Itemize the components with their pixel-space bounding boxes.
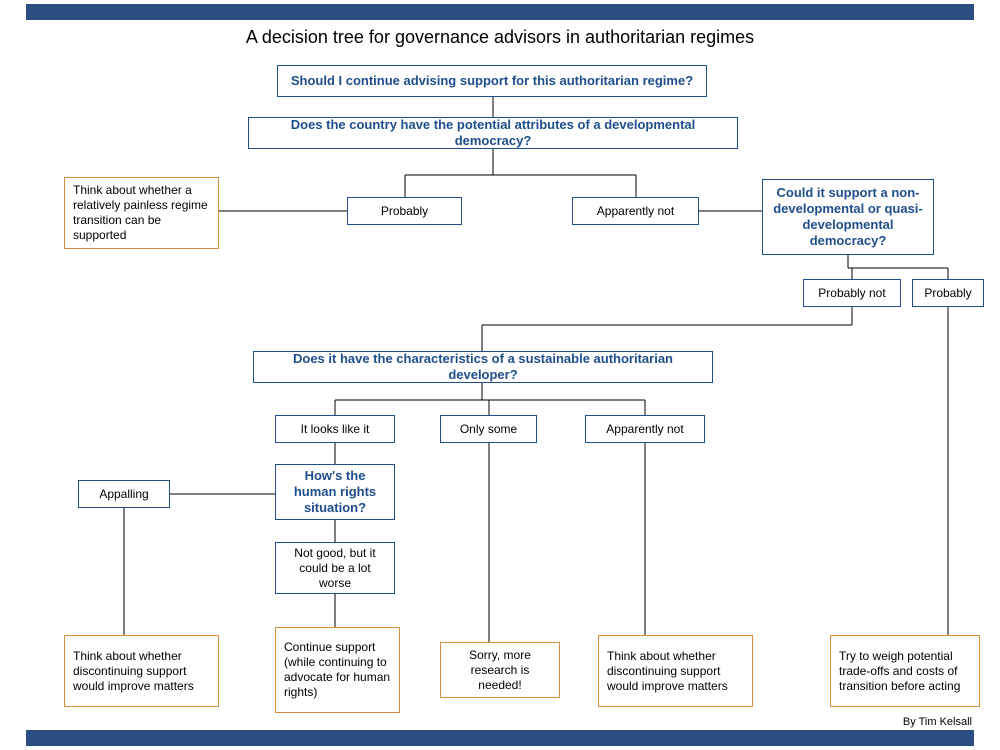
node-a2: Apparently not: [572, 197, 699, 225]
node-q2: Does the country have the potential attr…: [248, 117, 738, 149]
header-bar: [26, 4, 974, 20]
node-a6: Only some: [440, 415, 537, 443]
node-a7: Apparently not: [585, 415, 705, 443]
page-title: A decision tree for governance advisors …: [0, 27, 1000, 48]
node-q1: Should I continue advising support for t…: [277, 65, 707, 97]
node-o4: Sorry, more research is needed!: [440, 642, 560, 698]
node-a3: Probably not: [803, 279, 901, 307]
node-a9: Not good, but it could be a lot worse: [275, 542, 395, 594]
node-o1: Think about whether a relatively painles…: [64, 177, 219, 249]
node-a4: Probably: [912, 279, 984, 307]
node-a8: Appalling: [78, 480, 170, 508]
node-o3: Continue support (while continuing to ad…: [275, 627, 400, 713]
node-a1: Probably: [347, 197, 462, 225]
node-q3: Could it support a non-developmental or …: [762, 179, 934, 255]
node-q5: How's the human rights situation?: [275, 464, 395, 520]
node-o2: Think about whether discontinuing suppor…: [64, 635, 219, 707]
byline: By Tim Kelsall: [903, 716, 972, 728]
node-o5: Think about whether discontinuing suppor…: [598, 635, 753, 707]
node-q4: Does it have the characteristics of a su…: [253, 351, 713, 383]
node-o6: Try to weigh potential trade-offs and co…: [830, 635, 980, 707]
footer-bar: [26, 730, 974, 746]
node-a5: It looks like it: [275, 415, 395, 443]
